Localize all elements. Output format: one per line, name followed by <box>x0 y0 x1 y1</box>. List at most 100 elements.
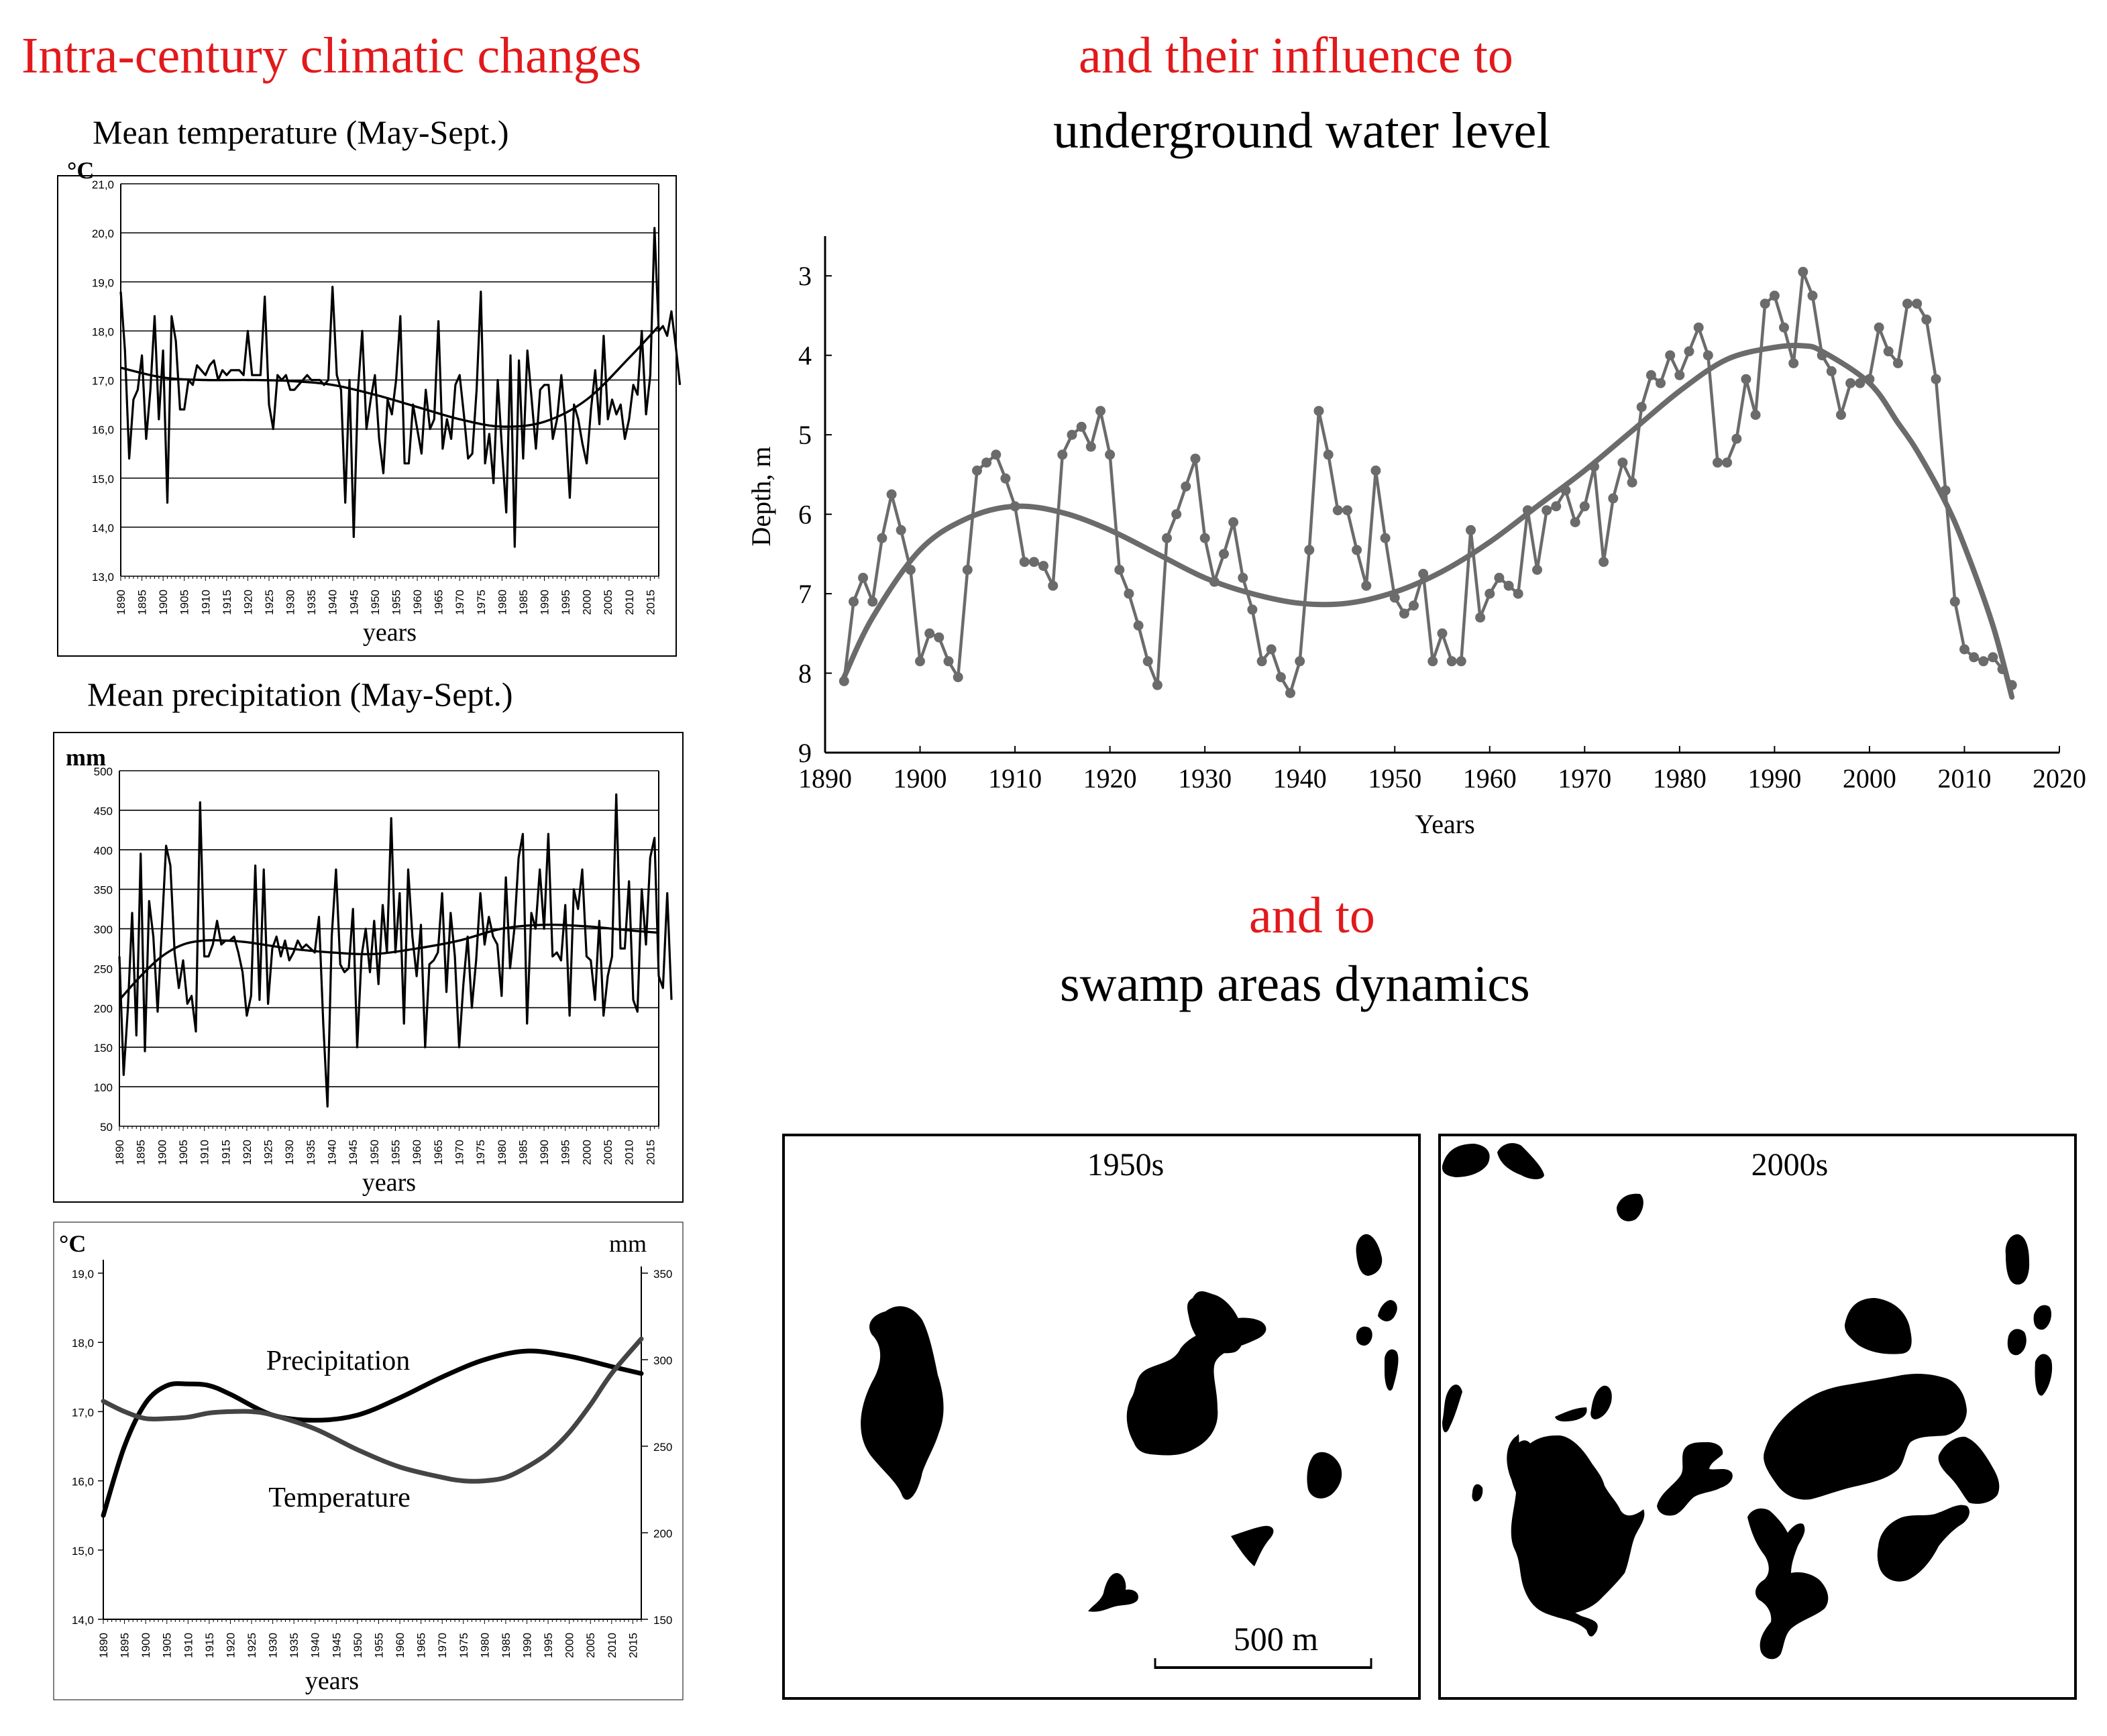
observed-series-line <box>843 270 2014 695</box>
observed-point <box>1275 672 1286 682</box>
x-tick-label: 1900 <box>894 763 947 794</box>
swamp-patch <box>1307 1452 1342 1499</box>
observed-point <box>1057 449 1068 460</box>
x-tick-label: 1915 <box>203 1633 216 1658</box>
y-tick-label: 16,0 <box>92 424 114 437</box>
observed-point <box>1171 509 1182 520</box>
map-2000s-frame <box>1438 1134 2077 1700</box>
swamp-patch <box>1385 1349 1399 1391</box>
observed-point <box>1532 565 1542 575</box>
x-tick-label: 1945 <box>347 590 360 615</box>
swamp-patch <box>1555 1407 1587 1422</box>
x-tick-label: 1935 <box>288 1633 301 1658</box>
y-tick-label: 21,0 <box>92 178 114 191</box>
x-tick-label: 1970 <box>453 1140 466 1165</box>
swamp-patch <box>1356 1234 1383 1276</box>
x-tick-label: 1970 <box>1558 763 1611 794</box>
swamp-patch <box>1516 1435 1645 1614</box>
unit-label: mm <box>66 744 106 771</box>
x-tick-label: 1960 <box>411 590 424 615</box>
x-tick-label: 2015 <box>644 590 657 615</box>
x-tick-label: 1935 <box>305 590 318 615</box>
observed-point <box>1152 680 1163 690</box>
swamp-patch <box>1472 1484 1483 1502</box>
y-tick-label: 9 <box>798 738 812 768</box>
observed-point <box>1484 588 1495 599</box>
x-tick-label: 1920 <box>241 1140 254 1165</box>
observed-point <box>1295 656 1305 667</box>
x-tick-label: 1990 <box>539 590 551 615</box>
observed-point <box>915 656 925 667</box>
x-tick-label: 1900 <box>140 1633 152 1658</box>
right-tick-label: 250 <box>653 1441 672 1454</box>
x-tick-label: 1930 <box>284 590 297 615</box>
title-underground-water: underground water level <box>1053 103 1551 159</box>
observed-point <box>1636 402 1647 413</box>
x-tick-label: 1975 <box>475 590 488 615</box>
swamp-patch <box>1088 1573 1138 1612</box>
observed-point <box>1892 358 1903 368</box>
x-tick-label: 1915 <box>221 590 233 615</box>
y-tick-label: 100 <box>94 1081 113 1094</box>
scale-bar: 500 m <box>1154 1620 1372 1669</box>
x-tick-label: 1890 <box>113 1140 126 1165</box>
x-tick-label: 2000 <box>580 1140 593 1165</box>
x-tick-label: 1920 <box>241 590 254 615</box>
y-tick-label: 400 <box>94 845 113 857</box>
x-tick-label: 1930 <box>1178 763 1232 794</box>
observed-point <box>1342 505 1352 516</box>
x-tick-label: 1975 <box>474 1140 487 1165</box>
observed-point <box>1769 290 1780 301</box>
observed-point <box>1836 410 1846 420</box>
x-tick-label: 1965 <box>415 1633 428 1658</box>
observed-point <box>1645 370 1656 380</box>
observed-point <box>1114 565 1125 575</box>
y-tick-label: 500 <box>94 765 113 778</box>
x-axis-label: years <box>363 618 417 647</box>
x-tick-label: 1905 <box>178 590 191 615</box>
y-tick-label: 300 <box>94 924 113 936</box>
observed-point <box>924 628 935 639</box>
y-tick-label: 20,0 <box>92 227 114 240</box>
observed-point <box>1304 545 1315 555</box>
observed-point <box>1978 656 1989 667</box>
y-tick-label: 200 <box>94 1002 113 1015</box>
x-tick-label: 2005 <box>602 590 614 615</box>
y-tick-label: 17,0 <box>92 375 114 388</box>
x-tick-label: 1960 <box>1463 763 1517 794</box>
swamp-patch <box>2005 1234 2030 1285</box>
observed-point <box>1760 299 1770 309</box>
swamp-patch <box>1590 1385 1612 1419</box>
right-tick-label: 200 <box>653 1527 672 1540</box>
observed-point <box>1703 350 1713 361</box>
precipitation-panel-frame <box>53 732 684 1203</box>
observed-point <box>1542 505 1552 516</box>
observed-point <box>1731 433 1742 444</box>
observed-point <box>1931 374 1941 384</box>
observed-point <box>1627 477 1637 488</box>
observed-point <box>1019 557 1030 567</box>
y-tick-label: 19,0 <box>92 276 114 289</box>
observed-point <box>1503 580 1514 591</box>
x-tick-label: 1930 <box>283 1140 296 1165</box>
observed-point <box>1788 358 1799 368</box>
swamp-patch <box>1356 1326 1372 1346</box>
x-tick-label: 2010 <box>623 1140 636 1165</box>
swamp-patch <box>1938 1436 2000 1504</box>
temperature-panel-frame <box>57 175 677 657</box>
x-tick-label: 1925 <box>262 1140 275 1165</box>
observed-point <box>934 632 944 643</box>
observed-point <box>1845 378 1856 388</box>
x-tick-label: 1970 <box>436 1633 449 1658</box>
observed-point <box>1456 656 1466 667</box>
x-tick-label: 1970 <box>453 590 466 615</box>
swamp-patch <box>1442 1144 1490 1177</box>
observed-point <box>1133 620 1144 631</box>
y-tick-label: 6 <box>798 500 812 530</box>
y-tick-label: 50 <box>100 1121 113 1134</box>
observed-point <box>1912 299 1923 309</box>
x-tick-label: 1960 <box>394 1633 407 1658</box>
observed-point <box>1124 588 1134 599</box>
